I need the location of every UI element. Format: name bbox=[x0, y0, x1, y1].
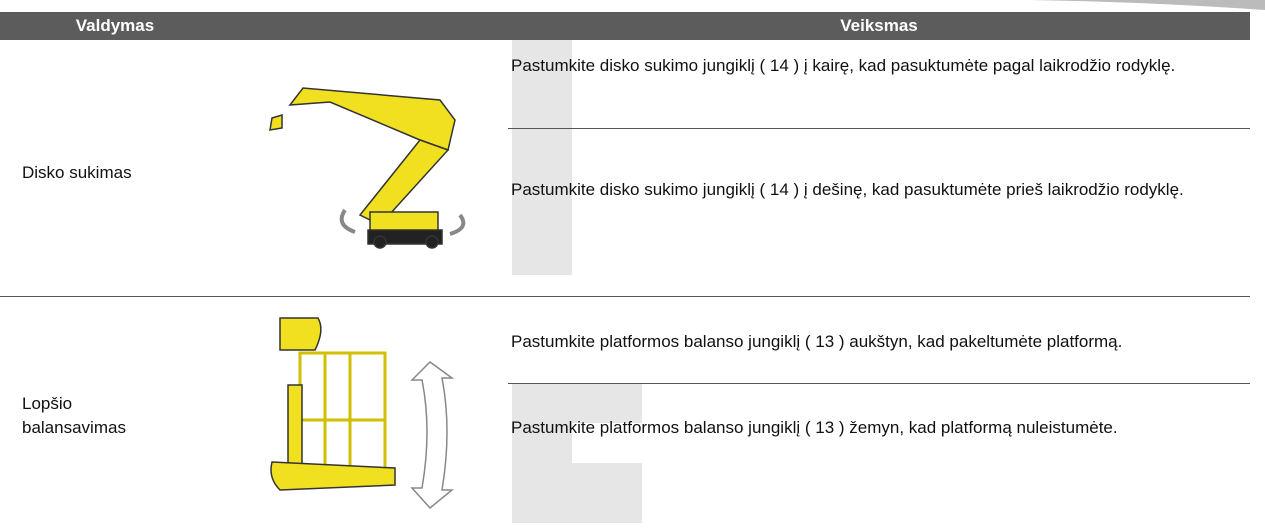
row-divider bbox=[0, 296, 1250, 297]
header-bar bbox=[0, 12, 1250, 40]
action-text: Pastumkite disko sukimo jungiklį ( 14 ) … bbox=[511, 180, 1184, 199]
control-label: Lopšio balansavimas bbox=[22, 394, 126, 437]
platform-icon bbox=[270, 317, 455, 510]
crane-icon bbox=[269, 87, 466, 249]
control-label: Disko sukimas bbox=[22, 163, 132, 182]
header-cell: Valdymas bbox=[75, 16, 155, 35]
action-text: Pastumkite disko sukimo jungiklį ( 14 ) … bbox=[511, 56, 1176, 75]
watermark bbox=[512, 40, 642, 523]
action-text: Pastumkite platformos balanso jungiklį (… bbox=[511, 332, 1123, 351]
row-divider bbox=[508, 383, 1250, 384]
row-divider bbox=[508, 128, 1250, 129]
action-text: Pastumkite platformos balanso jungiklį (… bbox=[511, 418, 1118, 437]
corner-shade bbox=[1030, 0, 1265, 10]
header-cell: Veiksmas bbox=[840, 16, 918, 35]
